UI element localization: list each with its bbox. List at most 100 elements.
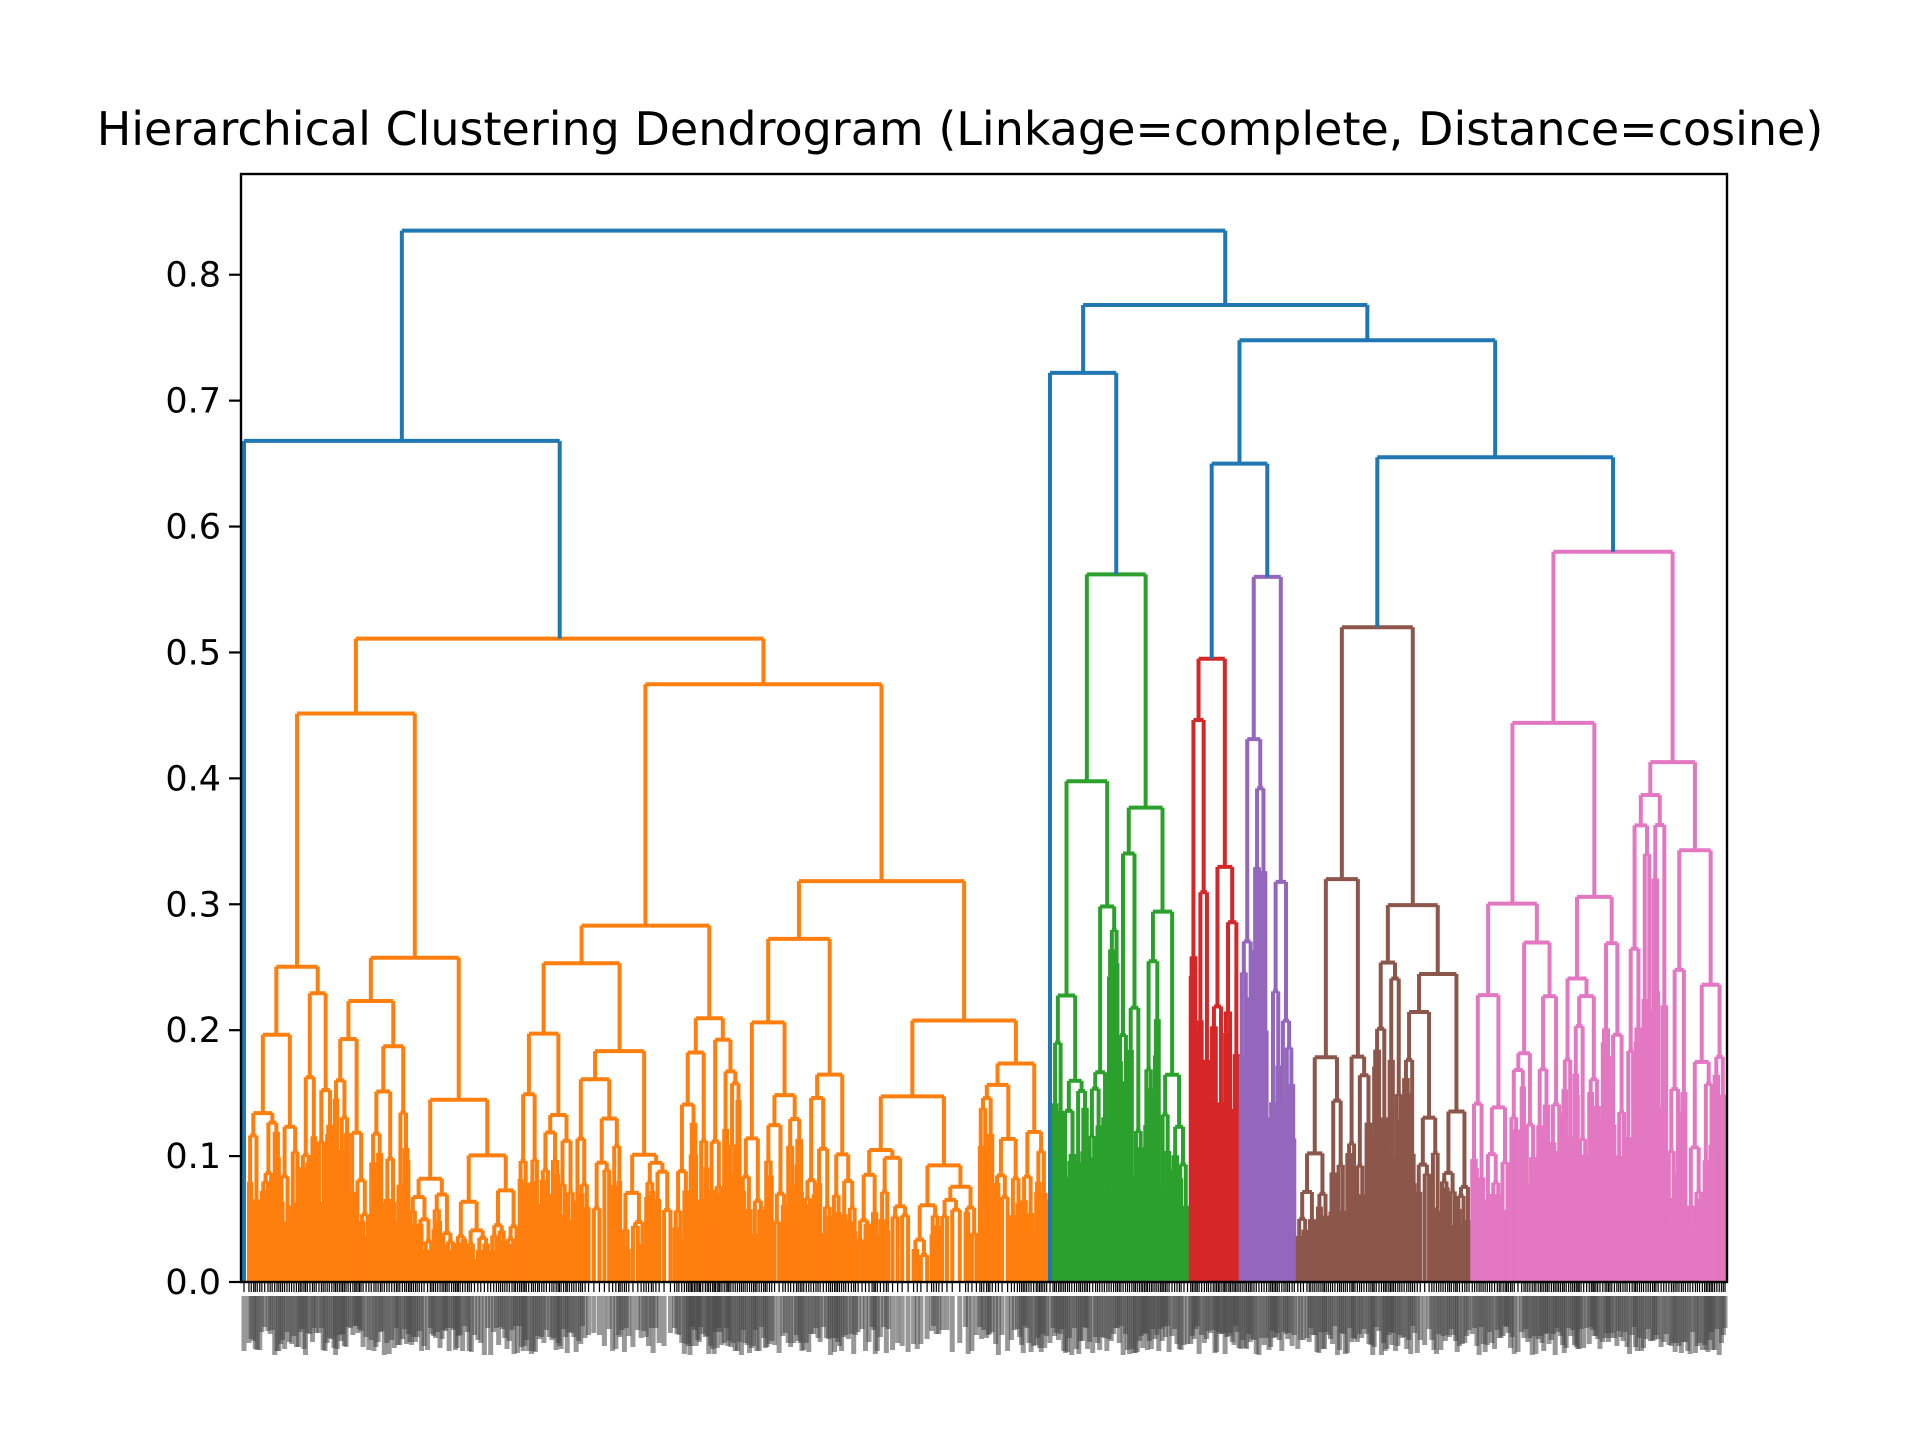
leaf-label-513 (1426, 1282, 1432, 1329)
leaf-label-240 (788, 1282, 794, 1347)
leaf-label-289 (924, 1282, 930, 1339)
leaf-label-396 (1178, 1282, 1184, 1350)
leaf-label-314 (1011, 1282, 1017, 1330)
leaf-label-273 (866, 1282, 872, 1342)
leaf-label-246 (801, 1282, 807, 1350)
leaf-label-311 (999, 1282, 1005, 1335)
leaf-label-111 (481, 1282, 487, 1355)
y-tick-label-0: 0.0 (165, 1263, 221, 1303)
leaf-label-397 (1181, 1282, 1187, 1345)
leaf-label-59 (368, 1282, 374, 1340)
leaf-label-434 (1253, 1282, 1259, 1354)
leaf-label-585 (1578, 1282, 1584, 1329)
leaf-label-84 (421, 1282, 427, 1346)
leaf-label-56 (360, 1282, 366, 1347)
leaf-label-253 (817, 1282, 823, 1342)
leaf-label-623 (1658, 1282, 1664, 1347)
leaf-label-278 (877, 1282, 883, 1337)
leaf-label-11 (269, 1282, 275, 1330)
leaf-label-298 (963, 1282, 969, 1327)
leaf-label-291 (931, 1282, 937, 1326)
y-tick-label-2: 0.2 (165, 1011, 221, 1051)
leaf-label-437 (1261, 1282, 1267, 1345)
y-tick-label-6: 0.6 (165, 508, 221, 548)
leaf-label-180 (656, 1282, 662, 1343)
leaf-label-185 (676, 1282, 682, 1335)
leaf-label-322 (1028, 1282, 1034, 1352)
leaf-label-587 (1584, 1282, 1590, 1328)
leaf-label-352 (1090, 1282, 1096, 1353)
leaf-label-162 (606, 1282, 612, 1329)
leaf-label-65 (381, 1282, 387, 1355)
leaf-label-653 (1722, 1282, 1728, 1328)
leaf-label-510 (1414, 1282, 1420, 1353)
leaf-label-171 (630, 1282, 636, 1347)
leaf-label-0 (241, 1282, 247, 1351)
leaf-label-445 (1276, 1282, 1282, 1340)
leaf-label-342 (1069, 1282, 1075, 1355)
leaf-label-476 (1344, 1282, 1350, 1353)
leaf-label-509 (1412, 1282, 1418, 1333)
leaf-label-121 (506, 1282, 512, 1341)
leaf-label-178 (650, 1282, 656, 1353)
y-axis: 0.0 0.1 0.2 0.3 0.4 0.5 0.6 0.7 0.8 (165, 256, 241, 1303)
y-tick-label-3: 0.3 (165, 885, 221, 925)
leaf-label-153 (573, 1282, 579, 1352)
leaf-label-626 (1666, 1282, 1672, 1345)
leaf-label-173 (638, 1282, 644, 1338)
leaf-label-85 (425, 1282, 431, 1350)
leaf-label-404 (1196, 1282, 1202, 1354)
leaf-label-107 (468, 1282, 474, 1352)
plot-frame (239, 172, 1729, 1284)
leaf-label-146 (558, 1282, 564, 1349)
leaf-label-186 (679, 1282, 685, 1343)
leaf-label-113 (488, 1282, 494, 1355)
leaf-label-272 (862, 1282, 868, 1351)
leaf-label-164 (613, 1282, 619, 1349)
leaf-label-28 (304, 1282, 310, 1333)
leaf-label-112 (485, 1282, 491, 1328)
leaf-label-308 (989, 1282, 995, 1332)
leaf-label-470 (1332, 1282, 1338, 1326)
leaf-label-109 (475, 1282, 481, 1340)
leaf-label-108 (471, 1282, 477, 1335)
leaf-label-49 (347, 1282, 353, 1328)
leaf-label-182 (667, 1282, 673, 1333)
leaf-label-640 (1697, 1282, 1703, 1343)
leaf-label-310 (995, 1282, 1001, 1355)
leaf-label-238 (782, 1282, 788, 1333)
leaf-label-198 (700, 1282, 706, 1334)
leaf-label-297 (957, 1282, 963, 1343)
leaf-label-527 (1456, 1282, 1462, 1346)
leaf-label-637 (1690, 1282, 1696, 1332)
leaf-label-157 (582, 1282, 588, 1338)
leaf-label-454 (1298, 1282, 1304, 1340)
leaf-label-541 (1489, 1282, 1495, 1343)
leaf-label-236 (776, 1282, 782, 1353)
leaf-label-608 (1627, 1282, 1633, 1354)
leaf-label-312 (1005, 1282, 1011, 1351)
leaf-label-29 (307, 1282, 313, 1334)
leaf-label-57 (363, 1282, 369, 1337)
leaf-label-391 (1166, 1282, 1172, 1352)
y-tick-label-5: 0.5 (165, 633, 221, 673)
leaf-label-110 (478, 1282, 484, 1343)
leaf-label-284 (899, 1282, 905, 1346)
leaf-label-96 (446, 1282, 452, 1351)
leaf-label-269 (853, 1282, 859, 1335)
leaf-label-504 (1401, 1282, 1407, 1337)
leaf-label-8 (262, 1282, 268, 1327)
leaf-label-271 (859, 1282, 865, 1329)
leaf-label-286 (911, 1282, 917, 1344)
leaf-label-304 (981, 1282, 987, 1330)
y-tick-label-1: 0.1 (165, 1137, 221, 1177)
leaf-label-296 (949, 1282, 955, 1352)
chart-title: Hierarchical Clustering Dendrogram (Link… (96, 102, 1824, 156)
leaf-label-279 (881, 1282, 887, 1327)
leaf-label-114 (491, 1282, 497, 1332)
leaf-label-455 (1300, 1282, 1306, 1340)
leaf-label-331 (1047, 1282, 1053, 1343)
leaf-label-511 (1417, 1282, 1423, 1340)
leaf-label-405 (1199, 1282, 1205, 1335)
leaf-label-161 (601, 1282, 607, 1346)
